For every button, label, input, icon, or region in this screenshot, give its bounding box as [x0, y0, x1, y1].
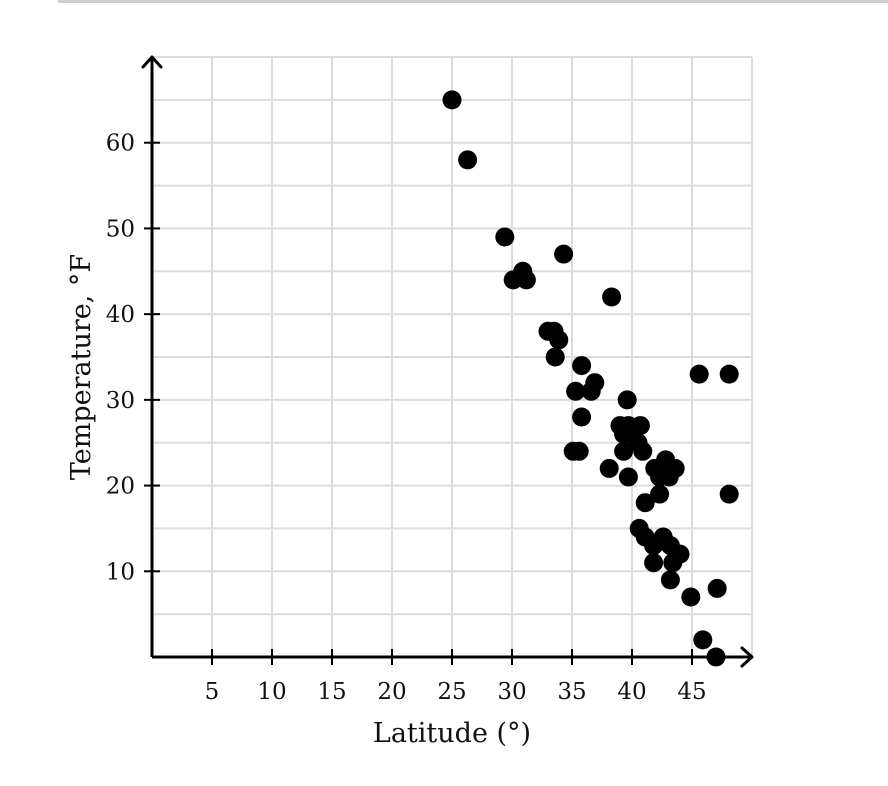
- data-point: [689, 364, 709, 384]
- top-divider: [58, 0, 888, 3]
- data-point: [503, 270, 523, 290]
- data-point: [635, 493, 655, 513]
- data-point: [663, 553, 683, 573]
- data-point: [660, 570, 680, 590]
- data-point: [681, 587, 701, 607]
- data-point: [707, 578, 727, 598]
- axes: [141, 55, 754, 668]
- x-axis-label: Latitude (°): [373, 718, 531, 749]
- data-point: [617, 390, 637, 410]
- x-tick-label: 40: [617, 679, 646, 705]
- y-tick-labels: 10 20 30 40 50 60: [106, 131, 135, 586]
- data-point: [618, 467, 638, 487]
- data-point: [644, 553, 664, 573]
- data-point: [650, 484, 670, 504]
- y-tick-label: 10: [106, 559, 135, 585]
- data-point: [566, 381, 586, 401]
- x-tick-label: 25: [437, 679, 466, 705]
- x-axis-arrow: [740, 646, 754, 668]
- data-point: [719, 484, 739, 504]
- x-tick-label: 30: [497, 679, 526, 705]
- x-tick-label: 5: [205, 679, 220, 705]
- data-point: [569, 441, 589, 461]
- x-tick-label: 20: [377, 679, 406, 705]
- data-point: [572, 356, 592, 376]
- x-tick-label: 35: [557, 679, 586, 705]
- data-point: [581, 381, 601, 401]
- y-tick-label: 30: [106, 388, 135, 414]
- data-points: [442, 90, 739, 667]
- data-point: [572, 407, 592, 427]
- y-tick-label: 40: [106, 302, 135, 328]
- x-tick-label: 10: [257, 679, 286, 705]
- x-tick-labels: 5 10 15 20 25 30 35 40 45: [205, 679, 707, 705]
- data-point: [719, 364, 739, 384]
- y-axis-label: Temperature, °F: [66, 254, 97, 480]
- y-tick-label: 20: [106, 474, 135, 500]
- data-point: [516, 270, 536, 290]
- data-point: [599, 458, 619, 478]
- data-point: [706, 647, 726, 667]
- data-point: [545, 347, 565, 367]
- data-point: [495, 227, 515, 247]
- data-point: [659, 467, 679, 487]
- data-point: [602, 287, 622, 307]
- y-axis-arrow: [141, 55, 163, 69]
- x-tick-label: 15: [317, 679, 346, 705]
- data-point: [458, 150, 478, 170]
- data-point: [549, 330, 569, 350]
- y-tick-label: 50: [106, 216, 135, 242]
- y-tick-label: 60: [106, 131, 135, 157]
- data-point: [554, 244, 574, 264]
- data-point: [442, 90, 462, 110]
- data-point: [633, 441, 653, 461]
- x-tick-label: 45: [677, 679, 706, 705]
- data-point: [614, 441, 634, 461]
- data-point: [693, 630, 713, 650]
